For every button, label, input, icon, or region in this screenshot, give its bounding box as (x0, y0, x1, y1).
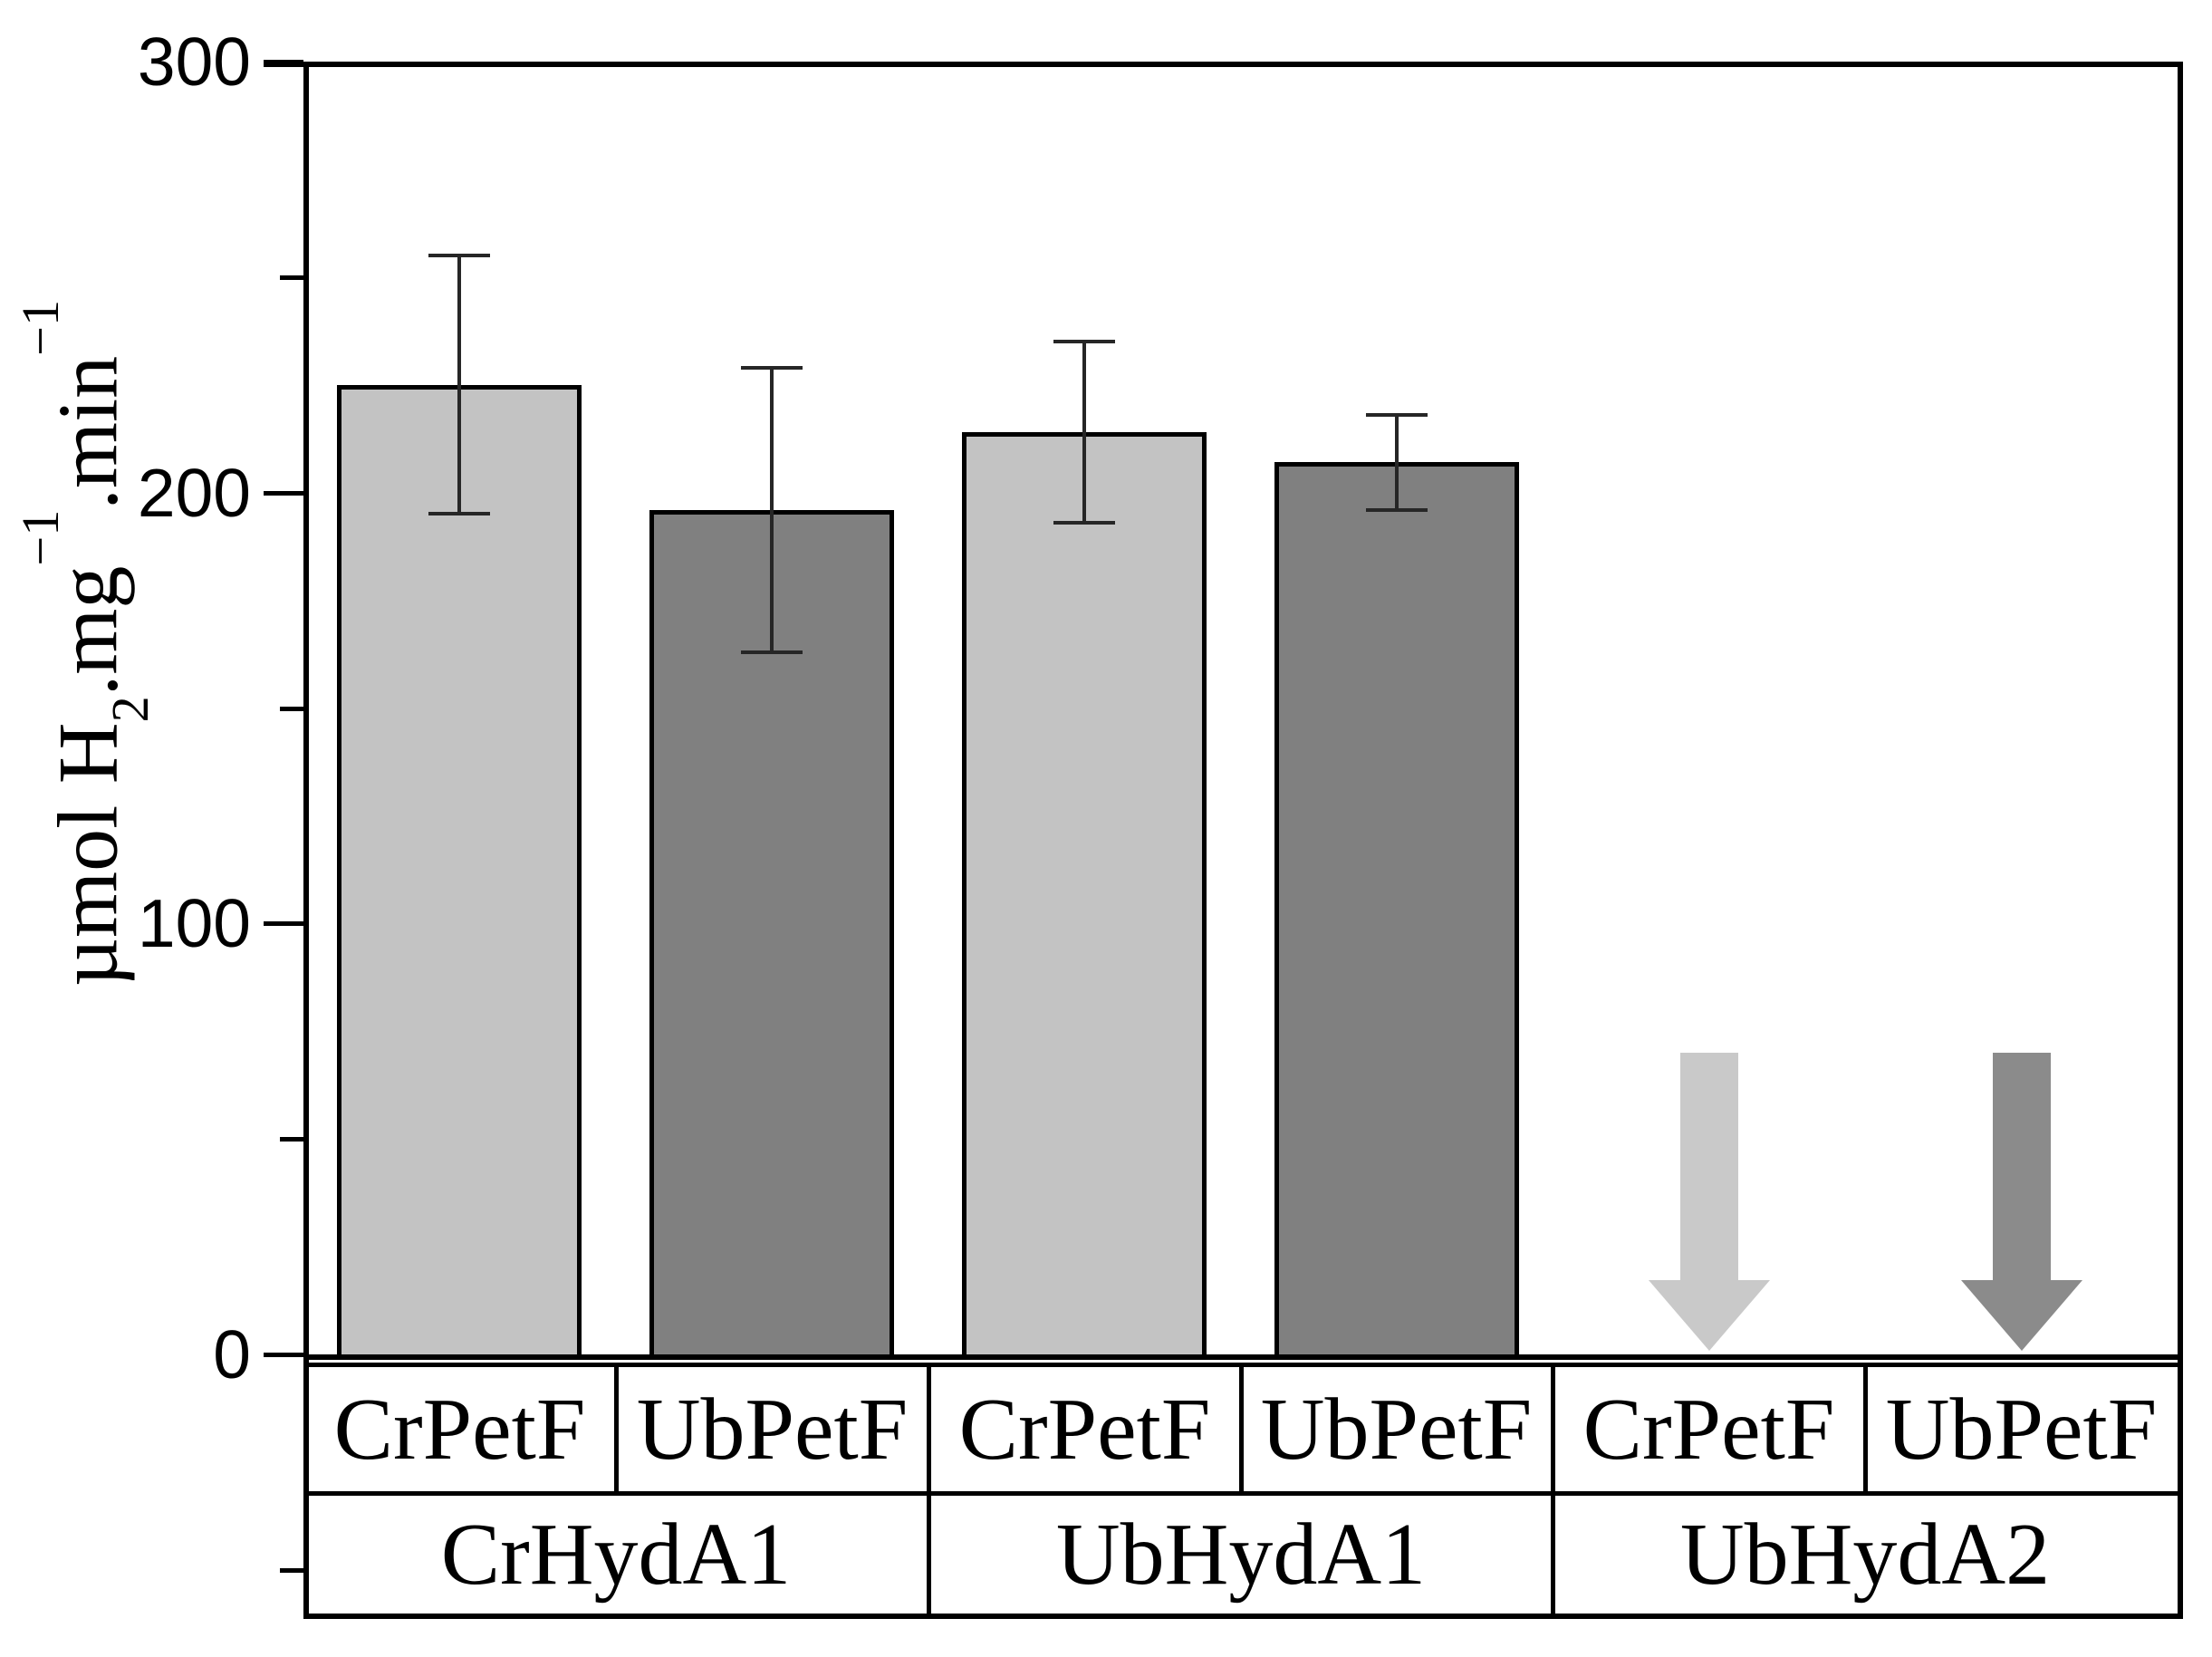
down-arrow-head (1648, 1280, 1770, 1351)
error-bar-line (1394, 415, 1399, 510)
table-cell-ferredoxin: CrPetF (333, 1380, 586, 1479)
error-bar-cap (1365, 507, 1428, 512)
error-bar-cap (741, 650, 803, 654)
table-cell-ferredoxin: CrPetF (958, 1380, 1211, 1479)
plot-right-spine (2178, 62, 2183, 1619)
y-minor-tick (280, 1567, 303, 1573)
table-column-divider (1863, 1363, 1869, 1496)
bar (337, 384, 582, 1354)
error-bar-cap (428, 254, 491, 258)
x-axis-line (303, 1354, 2183, 1360)
y-minor-tick (280, 706, 303, 711)
y-tick-label: 300 (137, 24, 251, 100)
y-minor-tick (280, 1137, 303, 1142)
table-column-divider (926, 1363, 931, 1496)
table-cell-hydrogenase: UbHydA1 (1055, 1506, 1427, 1604)
table-top-border (303, 1363, 2183, 1367)
table-column-divider (1551, 1363, 1556, 1496)
down-arrow-head (1960, 1280, 2082, 1351)
y-tick-label: 200 (137, 454, 251, 531)
error-bar-cap (1365, 413, 1428, 418)
error-bar-line (457, 255, 462, 515)
table-column-divider (1238, 1363, 1244, 1496)
plot-left-spine (303, 62, 309, 1619)
error-bar-cap (1053, 340, 1116, 344)
table-cell-ferredoxin: UbPetF (1260, 1380, 1533, 1479)
bar (962, 432, 1207, 1354)
down-arrow-shaft (1679, 1053, 1738, 1280)
table-cell-hydrogenase: UbHydA2 (1679, 1506, 2051, 1604)
table-cell-ferredoxin: UbPetF (1885, 1380, 2158, 1479)
error-bar-cap (1053, 520, 1116, 525)
table-cell-ferredoxin: CrPetF (1582, 1380, 1835, 1479)
table-column-divider (613, 1363, 619, 1496)
y-major-tick (264, 1353, 303, 1357)
table-group-divider (926, 1491, 931, 1619)
table-row-divider (303, 1491, 2183, 1496)
table-cell-hydrogenase: CrHydA1 (440, 1506, 792, 1604)
error-bar-cap (741, 365, 803, 370)
table-bottom-border (303, 1614, 2183, 1619)
y-minor-tick (280, 275, 303, 280)
down-arrow-shaft (1992, 1053, 2051, 1280)
error-bar-cap (428, 512, 491, 516)
error-bar-line (1082, 342, 1087, 523)
y-tick-label: 0 (213, 1316, 251, 1392)
y-major-tick (264, 490, 303, 496)
bar (1274, 462, 1519, 1354)
table-cell-ferredoxin: UbPetF (636, 1380, 909, 1479)
y-tick-label: 100 (137, 885, 251, 962)
y-major-tick (264, 921, 303, 927)
plot-top-spine (264, 62, 2183, 67)
table-group-divider (1551, 1491, 1556, 1619)
error-bar-line (770, 367, 774, 652)
